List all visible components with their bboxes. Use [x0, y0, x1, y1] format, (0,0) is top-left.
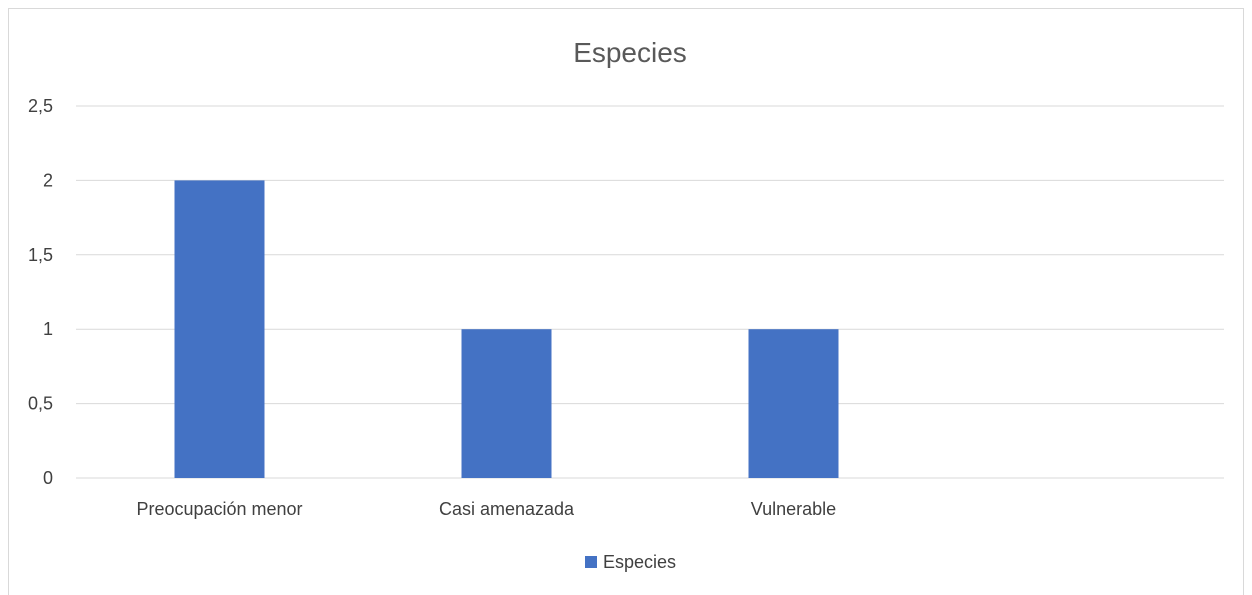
bar: [461, 329, 552, 478]
bar: [748, 329, 839, 478]
legend-label: Especies: [603, 552, 676, 572]
gridlines: [76, 105, 1224, 479]
legend: Especies: [585, 552, 676, 572]
y-tick-label: 2,5: [28, 96, 53, 116]
x-axis-labels: Preocupación menor Casi amenazada Vulnerab…: [136, 499, 836, 519]
y-axis-ticks: 0 0,5 1 1,5 2 2,5: [28, 96, 53, 488]
y-tick-label: 2: [43, 170, 53, 190]
y-tick-label: 0,5: [28, 394, 53, 414]
x-tick-label: Casi amenazada: [439, 499, 575, 519]
legend-swatch: [585, 556, 597, 568]
bars: [174, 180, 839, 478]
bar: [174, 180, 265, 478]
y-tick-label: 1: [43, 319, 53, 339]
x-tick-label: Vulnerable: [751, 499, 836, 519]
x-tick-label: Preocupación menor: [136, 499, 302, 519]
chart-title: Especies: [573, 37, 687, 68]
y-tick-label: 1,5: [28, 245, 53, 265]
y-tick-label: 0: [43, 468, 53, 488]
